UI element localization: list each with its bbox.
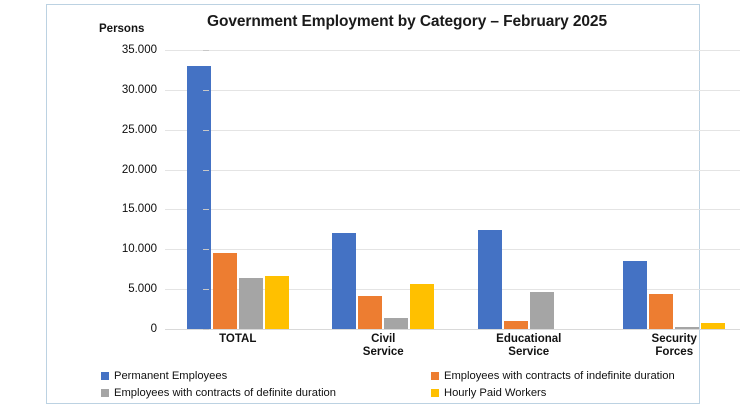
y-axis-tick-label: 0 bbox=[150, 323, 157, 335]
y-axis-tick-mark bbox=[203, 169, 209, 171]
legend-label: Permanent Employees bbox=[114, 369, 228, 382]
y-axis-tick-mark bbox=[203, 129, 209, 131]
bar[interactable] bbox=[410, 283, 435, 329]
gridline bbox=[165, 129, 740, 131]
legend-item[interactable]: Employees with contracts of definite dur… bbox=[101, 387, 431, 399]
bar[interactable] bbox=[264, 276, 289, 329]
bar[interactable] bbox=[186, 65, 211, 329]
x-axis-category-label-line: Service bbox=[362, 346, 404, 358]
gridline bbox=[165, 249, 740, 251]
gridline bbox=[165, 289, 740, 291]
y-axis-tick-mark bbox=[203, 289, 209, 291]
legend-item[interactable]: Hourly Paid Workers bbox=[431, 387, 740, 399]
bar[interactable] bbox=[503, 321, 528, 329]
bar[interactable] bbox=[675, 327, 700, 329]
x-axis-category-label: Security Forces bbox=[602, 333, 740, 359]
bar-group bbox=[602, 50, 740, 329]
bar[interactable] bbox=[212, 253, 237, 329]
y-axis-tick-mark bbox=[203, 89, 209, 91]
y-axis-tick-label: 25.000 bbox=[121, 123, 157, 136]
chart-legend: Permanent Employees Employees with contra… bbox=[101, 367, 740, 401]
legend-swatch-icon bbox=[101, 371, 109, 380]
bar[interactable] bbox=[649, 294, 674, 329]
gridline bbox=[165, 329, 740, 330]
bar[interactable] bbox=[529, 291, 554, 329]
plot-area bbox=[165, 50, 740, 330]
y-axis-tick-label: 15.000 bbox=[121, 203, 157, 216]
bar-group bbox=[311, 50, 457, 329]
legend-item[interactable]: Employees with contracts of indefinite d… bbox=[431, 370, 740, 382]
y-axis-tick-mark bbox=[203, 249, 209, 251]
x-axis-category-label: Civil Service bbox=[311, 333, 457, 359]
y-axis-tick-label: 10.000 bbox=[121, 243, 157, 256]
legend-item[interactable]: Permanent Employees bbox=[101, 370, 431, 382]
legend-label: Hourly Paid Workers bbox=[444, 386, 547, 399]
bar[interactable] bbox=[358, 295, 383, 329]
gridline bbox=[165, 209, 740, 211]
x-axis-category-label-line: Forces bbox=[655, 346, 694, 358]
bar[interactable] bbox=[477, 230, 502, 329]
chart-title: Government Employment by Category – Febr… bbox=[207, 13, 607, 30]
x-axis-category-label-line: Security bbox=[651, 333, 697, 345]
bar[interactable] bbox=[332, 233, 357, 329]
legend-swatch-icon bbox=[101, 388, 109, 397]
x-axis-category-label-line: Service bbox=[508, 346, 550, 358]
bar[interactable] bbox=[238, 278, 263, 329]
bar-group bbox=[165, 50, 311, 329]
legend-swatch-icon bbox=[431, 388, 439, 397]
y-axis-tick-label: 5.000 bbox=[128, 283, 157, 296]
legend-label: Employees with contracts of indefinite d… bbox=[444, 369, 675, 382]
legend-label: Employees with contracts of definite dur… bbox=[114, 386, 337, 399]
y-axis-tick-mark bbox=[203, 209, 209, 211]
chart-container: Government Employment by Category – Febr… bbox=[46, 4, 740, 404]
legend-swatch-icon bbox=[431, 371, 439, 380]
gridline bbox=[165, 169, 740, 171]
y-axis-tick-label: 35.000 bbox=[121, 44, 157, 56]
bar[interactable] bbox=[384, 317, 409, 329]
x-axis-category-label-line: Civil bbox=[371, 333, 396, 345]
gridline bbox=[165, 50, 740, 51]
x-axis-category-label: Educational Service bbox=[456, 333, 602, 359]
y-axis-tick-mark bbox=[203, 50, 209, 51]
x-axis-category-label-line: Educational bbox=[496, 333, 562, 345]
y-axis-unit-label: Persons bbox=[99, 23, 145, 35]
y-axis-tick-label: 30.000 bbox=[121, 83, 157, 96]
y-axis-tick-mark bbox=[203, 329, 209, 330]
bar-group bbox=[456, 50, 602, 329]
bar[interactable] bbox=[623, 261, 648, 329]
gridline bbox=[165, 89, 740, 91]
x-axis-category-label: TOTAL bbox=[165, 333, 311, 346]
y-axis-ticks: 0 5.000 10.000 15.000 20.000 25.000 30.000 35.0… bbox=[91, 44, 209, 335]
y-axis-tick-label: 20.000 bbox=[121, 163, 157, 176]
bar[interactable] bbox=[701, 323, 726, 329]
x-axis-category-label-line: TOTAL bbox=[219, 333, 257, 345]
